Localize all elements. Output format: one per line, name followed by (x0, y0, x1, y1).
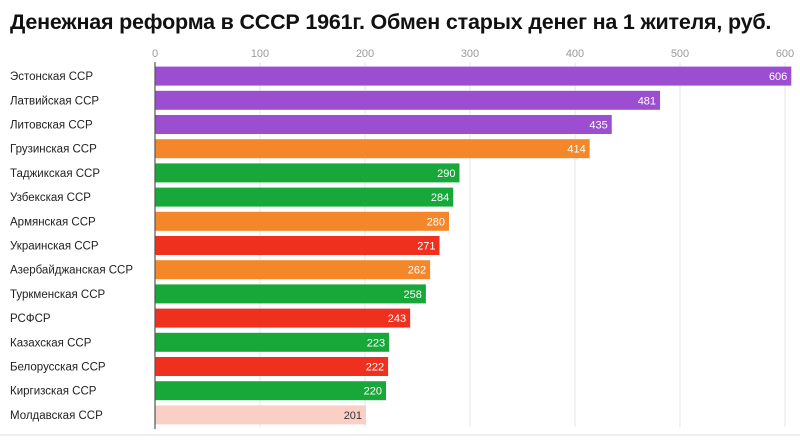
bar (155, 308, 411, 328)
category-label: Латвийская ССР (10, 95, 99, 107)
value-label: 606 (769, 71, 787, 83)
category-label: Грузинская ССР (10, 144, 97, 156)
bar (155, 187, 454, 207)
x-tick-label: 600 (776, 48, 794, 60)
value-label: 284 (431, 192, 449, 204)
bar (155, 260, 431, 280)
category-label: Азербайджанская ССР (10, 265, 133, 277)
bar (155, 284, 426, 304)
value-label: 222 (366, 362, 384, 374)
category-label: Литовская ССР (10, 120, 93, 132)
value-label: 280 (427, 216, 445, 228)
category-label: Эстонская ССР (10, 71, 93, 83)
value-label: 201 (344, 410, 362, 422)
bar (155, 90, 661, 110)
value-label: 481 (638, 95, 656, 107)
value-label: 258 (404, 289, 422, 301)
bar (155, 405, 367, 425)
category-label: Узбекская ССР (10, 192, 91, 204)
bar (155, 211, 449, 231)
bar (155, 332, 390, 352)
value-label: 435 (589, 120, 607, 132)
bar (155, 163, 460, 183)
category-label: РСФСР (10, 313, 51, 325)
category-label: Казахская ССР (10, 337, 92, 349)
value-label: 220 (364, 386, 382, 398)
x-axis-ticks: 0 100 200 300 400 500 600 (152, 48, 794, 60)
x-tick-label: 0 (152, 48, 158, 60)
value-label: 414 (567, 144, 585, 156)
bar (155, 236, 440, 255)
bar (155, 381, 386, 401)
chart-title: Денежная реформа в СССР 1961г. Обмен ста… (10, 10, 772, 34)
bar (155, 357, 389, 376)
x-tick-label: 200 (356, 48, 374, 60)
bar (155, 115, 612, 134)
category-label: Киргизская ССР (10, 386, 97, 398)
bar (155, 66, 792, 86)
category-labels: Эстонская ССР Латвийская ССР Литовская ССР… (10, 71, 133, 422)
category-label: Таджикская ССР (10, 168, 100, 180)
value-label: 290 (437, 168, 455, 180)
value-label: 243 (388, 313, 406, 325)
category-label: Туркменская ССР (10, 289, 106, 301)
category-label: Белорусская ССР (10, 362, 106, 374)
category-label: Украинская ССР (10, 241, 99, 253)
x-tick-label: 300 (461, 48, 479, 60)
category-label: Молдавская ССР (10, 410, 103, 422)
value-label: 223 (367, 337, 385, 349)
bars (155, 66, 792, 425)
value-label: 271 (417, 241, 435, 253)
category-label: Армянская ССР (10, 216, 96, 228)
x-tick-label: 400 (566, 48, 584, 60)
x-tick-label: 100 (251, 48, 269, 60)
x-tick-label: 500 (671, 48, 689, 60)
bar (155, 139, 590, 159)
value-label: 262 (408, 265, 426, 277)
